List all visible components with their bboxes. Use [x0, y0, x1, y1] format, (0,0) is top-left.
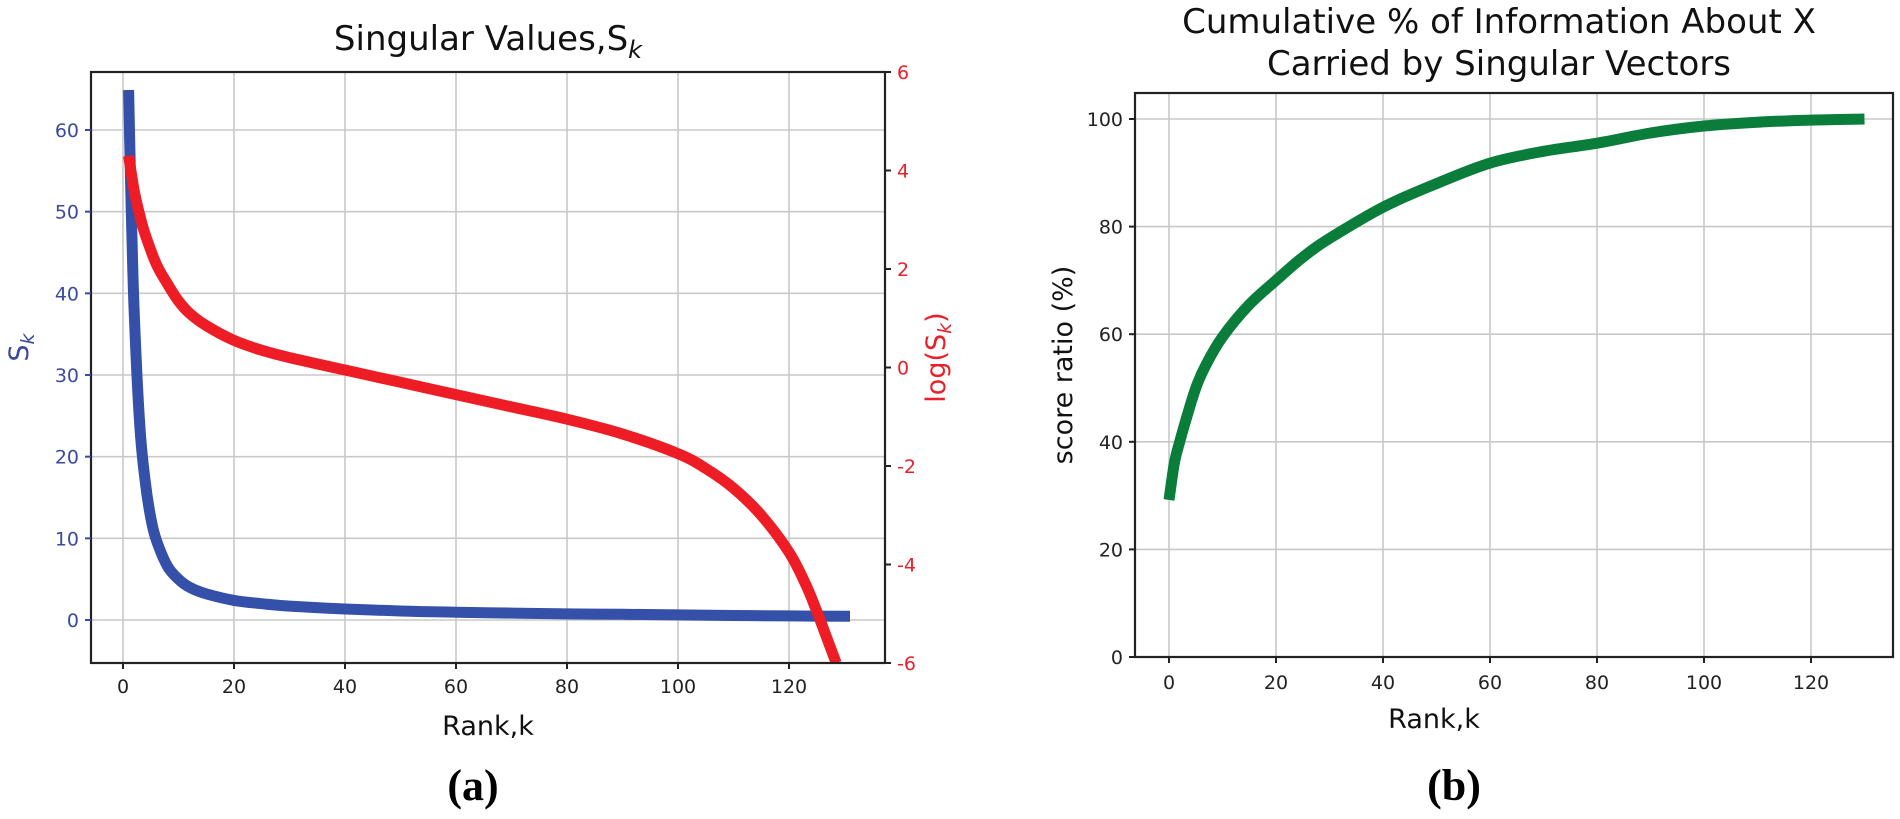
y-tick-label: 60: [55, 120, 79, 142]
y-tick-label: 0: [1111, 647, 1123, 669]
y-axis-label-right: log(Sk): [921, 312, 956, 402]
x-tick-label: 0: [1163, 672, 1175, 694]
y2-tick-label: 0: [897, 358, 909, 380]
y-tick-label: 60: [1099, 324, 1123, 346]
x-axis-label: Rank,k: [442, 711, 534, 742]
x-tick-label: 20: [222, 676, 246, 698]
x-tick-label: 60: [1478, 672, 1502, 694]
y2-tick-label: -4: [897, 555, 916, 577]
x-tick-label: 60: [444, 676, 468, 698]
y2-tick-label: 4: [897, 161, 909, 183]
plot-frame: [1133, 91, 1895, 659]
series-score-ratio-line: [1163, 113, 1865, 501]
x-tick-label: 20: [1264, 672, 1288, 694]
y-tick-label: 20: [55, 447, 79, 469]
y-tick-label: 20: [1099, 539, 1123, 561]
x-axis: 0 20 40 60 80 100 120 Rank,k: [117, 663, 807, 742]
x-tick-label: 100: [660, 676, 696, 698]
chart-title-line-1: Cumulative % of Information About X: [1182, 2, 1816, 42]
y-tick-label: 50: [55, 202, 79, 224]
x-tick-label: 0: [117, 676, 129, 698]
y-tick-label: 30: [55, 365, 79, 387]
y2-tick-label: 2: [897, 259, 909, 281]
x-tick-label: 80: [1585, 672, 1609, 694]
y2-tick-label: 6: [897, 62, 909, 84]
gridlines: [91, 72, 885, 663]
x-axis: 0 20 40 60 80 100 120 Rank,k: [1163, 657, 1829, 735]
x-tick-label: 120: [771, 676, 807, 698]
x-tick-label: 120: [1793, 672, 1829, 694]
y-tick-label: 100: [1087, 109, 1123, 131]
y-axis-label-left: Sk: [4, 332, 39, 361]
x-tick-label: 100: [1686, 672, 1722, 694]
x-tick-label: 40: [1371, 672, 1395, 694]
figure-caption-b: (b): [1427, 761, 1481, 810]
chart-title: Singular Values,Sk: [334, 19, 643, 64]
series-log-s-k-line: [123, 154, 842, 663]
chart-singular-values: 0 20 40 60 80 100 120Rank,k0102030405060Sk-6-4…: [4, 19, 956, 810]
y-axis-left: 0 10 20 30 40 50 60 Sk: [4, 120, 91, 632]
x-tick-label: 80: [555, 676, 579, 698]
y-axis: 0 20 40 60 80 100 score ratio (%): [1048, 109, 1135, 669]
series-s-k-line: [123, 89, 851, 622]
plot-frame: [89, 70, 887, 665]
chart-title-line-2: Carried by Singular Vectors: [1267, 44, 1731, 84]
x-tick-label: 40: [333, 676, 357, 698]
y-tick-label: 0: [67, 610, 79, 632]
y2-tick-label: -6: [897, 653, 916, 675]
chart-cumulative-information: 0 20 40 60 80 100 120 Rank,k 0 20 40 60 80 100 score r…: [1048, 2, 1895, 810]
y2-tick-label: -2: [897, 456, 916, 478]
y-axis-right: -6 -4 -2 0 2 4 6 log(Sk): [885, 62, 956, 675]
y-tick-label: 40: [55, 283, 79, 305]
figure-caption-a: (a): [447, 761, 498, 810]
x-axis-label: Rank,k: [1388, 704, 1480, 735]
gridlines: [1135, 93, 1893, 658]
y-tick-label: 80: [1099, 217, 1123, 239]
y-tick-label: 10: [55, 528, 79, 550]
y-tick-label: 40: [1099, 432, 1123, 454]
y-axis-label: score ratio (%): [1048, 266, 1079, 465]
